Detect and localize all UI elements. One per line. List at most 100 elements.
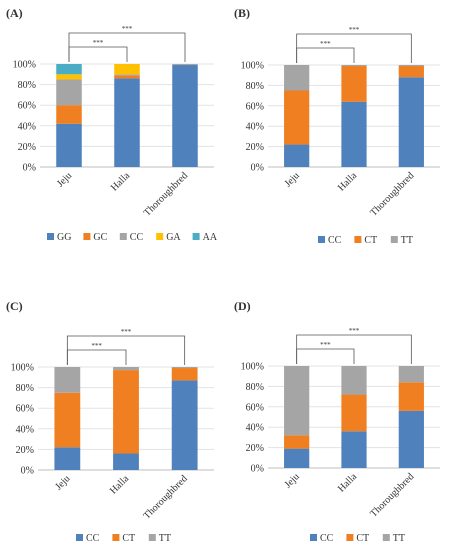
chart-panel-d: (D) 0% 20% 40% 60% 80% 100% Jeju Halla Thoroughbr…: [234, 299, 440, 544]
x-tick-label: Halla: [108, 473, 131, 496]
legend-label: CC: [130, 232, 144, 243]
bar-segment-cc-thoroughbred: [398, 410, 424, 468]
y-tick-label: 80%: [246, 81, 264, 92]
significance-bracket: [296, 334, 412, 364]
x-tick-label: Jeju: [283, 170, 302, 189]
x-tick-label: Jeju: [283, 471, 302, 490]
legend-label: CC: [86, 533, 100, 544]
legend-swatch-ga: [156, 233, 164, 240]
y-tick-label: 20%: [18, 142, 36, 153]
y-tick-label: 60%: [16, 404, 34, 415]
significance-bracket: [296, 33, 412, 63]
significance-label: ***: [121, 328, 132, 336]
y-tick-label: 80%: [16, 383, 34, 394]
significance-bracket: [66, 349, 127, 365]
x-tick-label: Halla: [109, 170, 132, 193]
significance-bracket: [68, 46, 128, 62]
chart-panel-b: (B) 0% 20% 40% 60% 80% 100% Jeju Halla Thoroughbr…: [234, 6, 440, 246]
bar-segment-ct-jeju: [54, 392, 81, 448]
bar-segment-tt-thoroughbred: [171, 367, 198, 369]
x-tick-label: Jeju: [55, 170, 74, 189]
panel-label: (B): [234, 6, 250, 20]
panel-label: (A): [6, 6, 23, 20]
y-tick-label: 100%: [241, 61, 264, 72]
y-tick-label: 0%: [251, 163, 264, 174]
bar-segment-cc-jeju: [284, 144, 310, 167]
x-tick-label: Thoroughbred: [368, 471, 416, 519]
legend-swatch-ct: [112, 534, 120, 541]
legend-label: CT: [356, 533, 369, 544]
significance-label: ***: [91, 342, 102, 350]
y-tick-label: 80%: [18, 80, 36, 91]
legend-swatch-ct: [346, 534, 354, 541]
x-tick-label: Thoroughbred: [142, 170, 190, 218]
y-tick-label: 20%: [246, 142, 264, 153]
y-tick-label: 20%: [246, 443, 264, 454]
bar-segment-ga-jeju: [56, 74, 82, 80]
y-tick-label: 0%: [21, 466, 34, 477]
significance-label: ***: [122, 25, 133, 33]
bar-segment-cc-jeju: [284, 448, 310, 468]
x-tick-label: Thoroughbred: [368, 170, 416, 218]
y-tick-label: 100%: [11, 363, 34, 374]
bar-segment-ct-halla: [341, 394, 367, 432]
legend-label: AA: [203, 232, 218, 243]
bar-segment-ct-thoroughbred: [398, 382, 424, 411]
bar-segment-cc-thoroughbred: [171, 380, 198, 470]
legend-label: TT: [393, 533, 405, 544]
significance-bracket: [68, 32, 186, 62]
significance-label: ***: [349, 26, 360, 34]
significance-bracket: [296, 47, 355, 63]
y-tick-label: 60%: [18, 101, 36, 112]
legend-swatch-tt: [148, 534, 156, 541]
significance-label: ***: [349, 327, 360, 335]
x-tick-label: Halla: [336, 471, 359, 494]
panel-label: (C): [6, 299, 23, 313]
legend-swatch-tt: [390, 236, 398, 243]
legend-label: GC: [93, 232, 107, 243]
bar-segment-tt-halla: [341, 366, 367, 395]
y-tick-label: 40%: [246, 122, 264, 133]
bar-segment-cc-thoroughbred: [172, 64, 198, 66]
bar-segment-cc-halla: [113, 453, 139, 470]
bar-segment-gg-thoroughbred: [172, 65, 198, 167]
legend-swatch-cc: [318, 236, 325, 243]
y-tick-label: 60%: [246, 101, 264, 112]
bar-segment-cc-jeju: [56, 79, 82, 106]
x-tick-label: Thoroughbred: [142, 473, 190, 521]
bar-segment-tt-thoroughbred: [398, 65, 424, 67]
bar-segment-tt-jeju: [284, 366, 310, 436]
bar-segment-cc-jeju: [54, 447, 81, 470]
legend-swatch-cc: [76, 534, 83, 541]
legend-label: CT: [122, 533, 135, 544]
y-tick-label: 100%: [241, 362, 264, 373]
bar-segment-cc-halla: [341, 431, 367, 468]
bar-segment-ct-thoroughbred: [171, 368, 198, 381]
y-tick-label: 40%: [246, 423, 264, 434]
legend-swatch-ct: [354, 236, 362, 243]
x-tick-label: Jeju: [53, 473, 72, 492]
legend-label: CC: [320, 533, 334, 544]
bar-segment-tt-jeju: [284, 65, 310, 91]
legend-swatch-cc: [119, 233, 127, 240]
y-tick-label: 40%: [18, 121, 36, 132]
bar-segment-aa-jeju: [56, 64, 82, 75]
bar-segment-ct-jeju: [284, 90, 310, 145]
legend-label: TT: [159, 533, 171, 544]
legend-label: TT: [401, 235, 413, 246]
bar-segment-ct-thoroughbred: [398, 66, 424, 78]
legend-label: CT: [364, 235, 377, 246]
significance-bracket: [66, 335, 186, 365]
legend-swatch-cc: [310, 534, 317, 541]
bar-segment-gg-jeju: [56, 123, 82, 167]
bar-segment-tt-thoroughbred: [398, 366, 424, 383]
bar-segment-cc-halla: [114, 74, 140, 76]
significance-label: ***: [320, 40, 331, 48]
legend-swatch-gc: [83, 233, 91, 240]
y-tick-label: 0%: [23, 163, 36, 174]
y-tick-label: 60%: [246, 402, 264, 413]
panel-label: (D): [234, 299, 251, 313]
y-tick-label: 20%: [16, 445, 34, 456]
bar-segment-gc-halla: [114, 75, 140, 79]
